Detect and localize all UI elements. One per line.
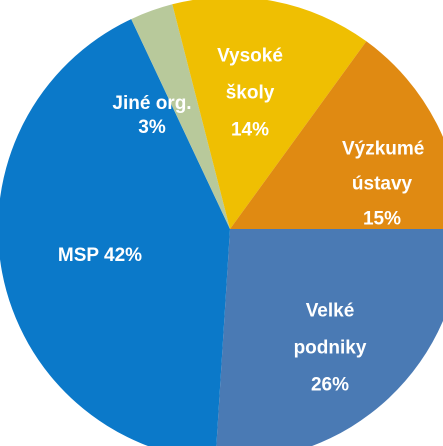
pie-slice (230, 41, 443, 229)
pie-slice (131, 4, 230, 229)
slice-label: Výzkumé ústavy 15% (342, 132, 425, 237)
category-label: Vysoké školy (217, 45, 283, 104)
slice-label: MSP 42% (30, 244, 170, 268)
slice-label: Velké podniky 26% (280, 293, 380, 404)
pie-slice (216, 229, 443, 446)
value-label: 14% (230, 119, 270, 141)
value-label: 3% (138, 117, 166, 138)
category-label: Jiné org. (112, 93, 192, 114)
pie-slice (172, 0, 367, 229)
pie-slice (0, 19, 230, 446)
slice-label: Jiné org. 3% (102, 92, 202, 140)
value-label: 15% (362, 208, 402, 230)
category-label: Výzkumé ústavy (342, 138, 425, 195)
value-label: 42% (104, 245, 143, 266)
category-label: Velké podniky (293, 300, 367, 359)
slice-label: Vysoké školy 14% (210, 38, 290, 149)
value-label: 26% (310, 374, 350, 396)
category-label: MSP (57, 245, 99, 266)
